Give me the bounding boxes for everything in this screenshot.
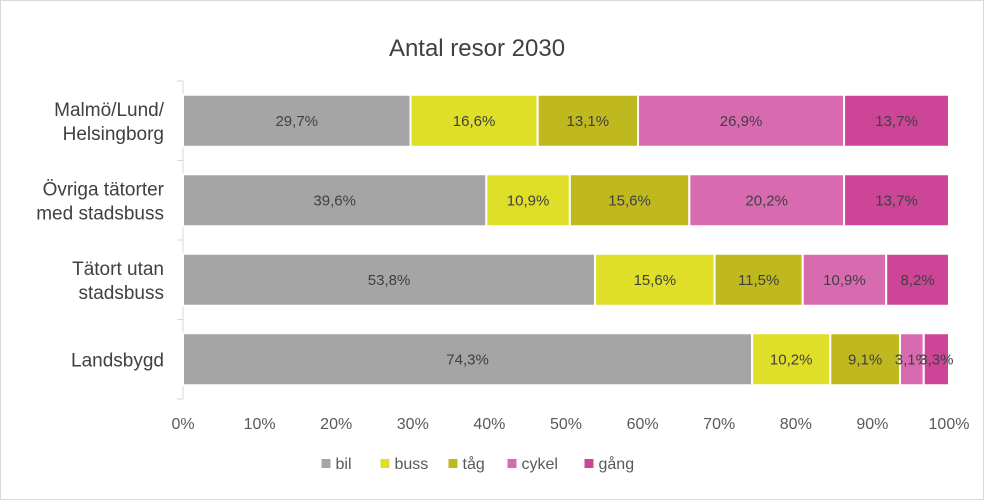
x-tick-label: 100% bbox=[929, 416, 970, 433]
bar-segment-cykel bbox=[637, 93, 846, 148]
legend-swatch-bil bbox=[321, 459, 331, 468]
data-label: 10,9% bbox=[823, 272, 866, 289]
bar-segment-cykel bbox=[801, 252, 888, 307]
bar-segment-cykel bbox=[688, 173, 846, 228]
x-tick-label: 80% bbox=[780, 416, 812, 433]
legend-label-tåg: tåg bbox=[463, 455, 485, 473]
bar-segment-bil bbox=[182, 93, 412, 148]
category-label: Övriga tätorter bbox=[43, 179, 165, 200]
bar-segment-bil bbox=[182, 173, 488, 228]
data-label: 9,1% bbox=[848, 351, 882, 368]
data-label: 13,7% bbox=[875, 192, 918, 209]
x-tick-label: 20% bbox=[320, 416, 352, 433]
data-label: 74,3% bbox=[446, 351, 489, 368]
legend-swatch-gång bbox=[584, 459, 594, 468]
data-label: 15,6% bbox=[634, 272, 677, 289]
legend-swatch-cykel bbox=[507, 459, 517, 468]
category-label: Tätort utan bbox=[72, 259, 164, 280]
x-tick-label: 90% bbox=[856, 416, 888, 433]
legend-swatch-tåg bbox=[448, 459, 458, 468]
bar-segment-buss bbox=[751, 332, 832, 387]
x-tick-label: 0% bbox=[171, 416, 194, 433]
data-label: 15,6% bbox=[608, 192, 651, 209]
data-label: 8,2% bbox=[900, 272, 934, 289]
bar-segment-tåg bbox=[568, 173, 691, 228]
x-tick-label: 60% bbox=[627, 416, 659, 433]
category-axis: Malmö/Lund/Helsingborg Övriga tätorter med… bbox=[36, 80, 184, 400]
category-label: Malmö/Lund/ bbox=[54, 100, 165, 121]
data-label: 53,8% bbox=[368, 272, 411, 289]
category-label: Helsingborg bbox=[63, 124, 164, 145]
bar-segment-bil bbox=[182, 252, 597, 307]
data-label: 10,9% bbox=[507, 192, 550, 209]
x-tick-label: 40% bbox=[473, 416, 505, 433]
bars: 29,7% 16,6% 13,1% 26,9% 13,7% 39,6% 10,9% 15,6%… bbox=[182, 93, 953, 387]
legend: bil buss tåg cykel gång bbox=[321, 455, 635, 473]
data-label: 16,6% bbox=[453, 113, 496, 130]
x-tick-label: 50% bbox=[550, 416, 582, 433]
bar-segment-gång bbox=[885, 252, 950, 307]
data-label: 13,1% bbox=[567, 113, 610, 130]
chart-title: Antal resor 2030 bbox=[389, 35, 565, 62]
data-label: 3,3% bbox=[919, 351, 953, 368]
bar-segment-gång bbox=[843, 93, 950, 148]
bar-segment-buss bbox=[594, 252, 716, 307]
data-label: 20,2% bbox=[745, 192, 788, 209]
x-tick-label: 70% bbox=[703, 416, 735, 433]
data-label: 3,1% bbox=[895, 351, 929, 368]
data-label: 13,7% bbox=[875, 113, 918, 130]
data-label: 10,2% bbox=[770, 351, 813, 368]
bar-segment-gång bbox=[843, 173, 950, 228]
category-label: med stadsbuss bbox=[36, 203, 164, 224]
bar-segment-tåg bbox=[829, 332, 901, 387]
legend-label-cykel: cykel bbox=[522, 456, 558, 473]
bar-segment-gång bbox=[922, 332, 950, 387]
data-label: 39,6% bbox=[313, 192, 356, 209]
x-tick-label: 10% bbox=[244, 416, 276, 433]
data-label: 29,7% bbox=[275, 113, 318, 130]
legend-swatch-buss bbox=[380, 459, 390, 468]
data-label: 11,5% bbox=[738, 272, 779, 289]
data-label: 26,9% bbox=[720, 113, 763, 130]
legend-label-bil: bil bbox=[336, 456, 352, 473]
x-axis: 0% 10% 20% 30% 40% 50% 60% 70% 80% 90% 100% bbox=[171, 416, 969, 433]
x-tick-label: 30% bbox=[397, 416, 429, 433]
legend-label-gång: gång bbox=[599, 455, 635, 473]
bar-segment-tåg bbox=[713, 252, 804, 307]
category-label: stadsbuss bbox=[78, 283, 164, 304]
legend-label-buss: buss bbox=[395, 456, 429, 473]
category-label: Landsbygd bbox=[71, 350, 164, 371]
bar-segment-buss bbox=[485, 173, 571, 228]
